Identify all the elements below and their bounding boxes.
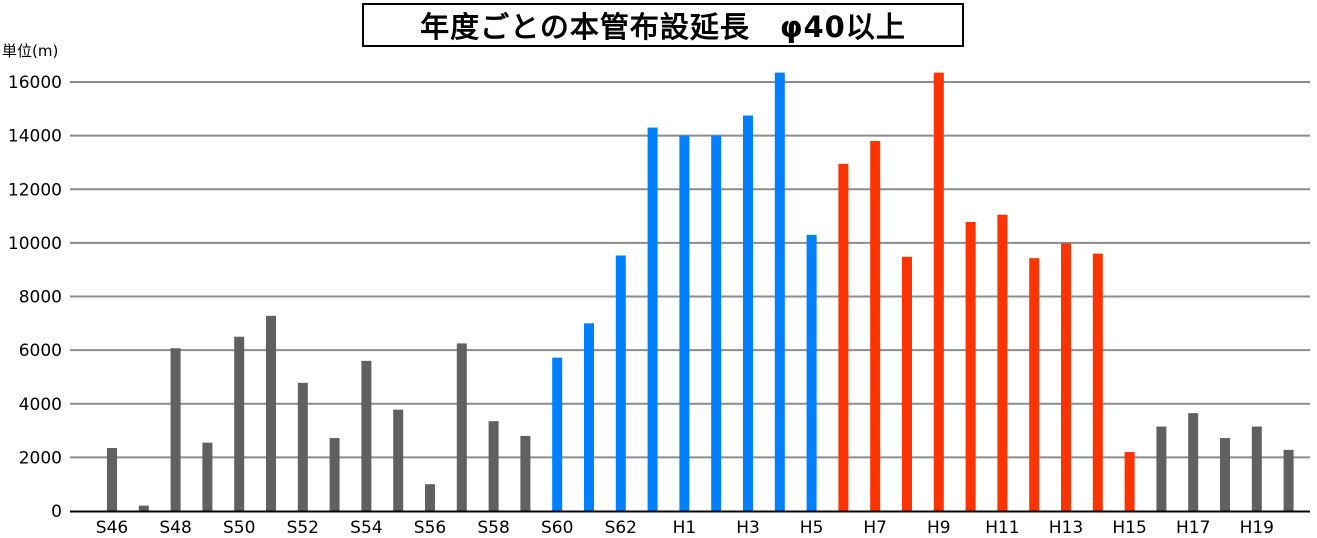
bar-S47 [138, 505, 149, 511]
bar-S59 [520, 435, 531, 511]
bar-S53 [329, 438, 340, 511]
bar-S56 [425, 484, 435, 511]
x-tick-label: H5 [800, 518, 824, 538]
chart-title: 年度ごとの本管布設延長 φ40以上 [362, 3, 964, 47]
x-tick-label: H15 [1112, 518, 1146, 538]
x-tick-label: H9 [927, 518, 951, 538]
bar-S51 [266, 315, 276, 511]
x-tick-label: H11 [985, 518, 1019, 538]
bar-S57 [456, 343, 467, 511]
x-tick-label: S60 [541, 518, 573, 538]
bar-H10 [965, 221, 976, 511]
bar-H6 [838, 163, 849, 511]
bar-H8 [902, 256, 912, 511]
grid-lines [70, 81, 1310, 459]
x-tick-labels: S46 S48 S50 S52 S54 S56 S58 S60 S62 H1 H3 H5 H7 H9 H11… [96, 518, 1274, 538]
y-tick-label: 6000 [19, 341, 62, 361]
x-tick-label: S48 [159, 518, 191, 538]
bar-S52 [297, 382, 308, 511]
x-tick-label: H13 [1049, 518, 1083, 538]
y-tick-label: 16000 [8, 73, 62, 93]
x-tick-label: H7 [863, 518, 887, 538]
bar-S55 [393, 409, 404, 511]
bars [107, 72, 1294, 512]
bar-S48 [170, 348, 181, 511]
bar-H11 [997, 214, 1008, 512]
y-tick-label: 2000 [19, 448, 62, 468]
bar-H13 [1061, 243, 1071, 511]
bar-H4 [774, 72, 785, 511]
bar-H12 [1029, 258, 1040, 511]
bar-H20 [1283, 449, 1294, 511]
x-tick-label: S58 [477, 518, 509, 538]
bar-H19 [1251, 426, 1262, 511]
bar-H7 [870, 140, 881, 512]
bar-H14 [1092, 253, 1103, 511]
bar-S61 [584, 323, 594, 511]
bar-H18 [1220, 438, 1230, 511]
x-tick-label: S62 [605, 518, 637, 538]
bar-S60 [552, 357, 563, 511]
x-tick-label: H1 [673, 518, 697, 538]
y-axis-unit-label: 単位(m) [2, 42, 59, 60]
bar-H17 [1188, 413, 1199, 511]
x-tick-label: H3 [736, 518, 760, 538]
bar-H16 [1156, 426, 1167, 511]
y-tick-label: 14000 [8, 127, 62, 147]
bar-S46 [107, 447, 117, 511]
x-tick-label: S56 [414, 518, 446, 538]
bar-S54 [361, 360, 372, 511]
y-tick-label: 4000 [19, 395, 62, 415]
bar-S58 [488, 421, 499, 511]
x-tick-label: H17 [1176, 518, 1210, 538]
y-tick-label: 8000 [19, 288, 62, 308]
bar-H9 [933, 72, 944, 511]
bar-H15 [1124, 452, 1135, 511]
bar-S62 [615, 255, 626, 511]
bar-S49 [202, 442, 213, 511]
x-tick-label: S46 [96, 518, 128, 538]
y-tick-labels: 0 2000 4000 6000 8000 10000 12000 14000 16000 [8, 73, 62, 522]
bar-H3 [743, 115, 753, 511]
bar-S63 [647, 127, 658, 512]
bar-H5 [806, 234, 817, 512]
bar-S50 [234, 336, 245, 511]
x-tick-label: H19 [1240, 518, 1274, 538]
y-tick-label: 10000 [8, 234, 62, 254]
y-tick-label: 12000 [8, 180, 62, 200]
bar-H2 [711, 135, 722, 511]
x-tick-label: S54 [350, 518, 382, 538]
bar-H1 [679, 135, 690, 511]
x-tick-label: S52 [287, 518, 319, 538]
x-tick-label: S50 [223, 518, 255, 538]
y-tick-label: 0 [51, 502, 62, 522]
